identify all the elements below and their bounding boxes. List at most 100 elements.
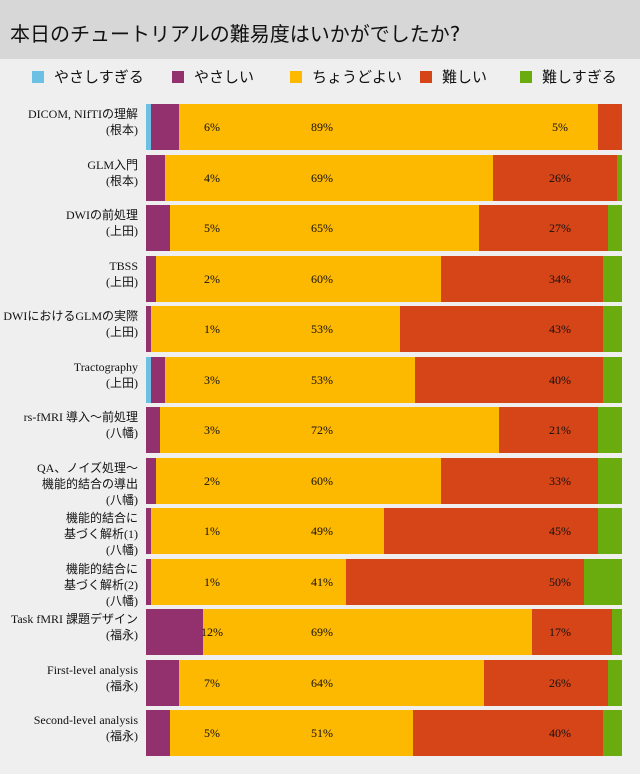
legend-item: やさしい [172,66,254,87]
data-label: 51% [311,726,333,740]
bar-segment [146,710,170,756]
bar-segment [146,659,180,706]
category-label-line: (八幡) [106,492,138,507]
bar-row: Second-level analysis (福永) 5% 51% 40% [0,710,640,756]
bar-segment [598,457,622,504]
bar-segment [602,255,622,302]
data-label: 27% [549,221,571,235]
legend-label: 難しすぎる [542,68,617,86]
category-label-line: 機能的結合の導出 [41,476,138,491]
bar-segment [169,710,413,756]
data-label: 1% [204,322,220,336]
data-label: 1% [204,574,220,589]
bar-segment [150,356,165,403]
bar-segment [146,457,156,504]
bar-segment [400,306,604,352]
bar-segment [441,457,599,504]
bar-segment [412,710,603,756]
legend-swatch [32,70,44,83]
bar-segment [345,558,584,605]
data-label: 1% [204,524,220,538]
data-label: 26% [549,675,571,690]
bar-row: GLM入門 (根本) 4% 69% 26% [0,154,640,201]
category-label-line: (八幡) [106,426,138,440]
legend-label: やさしすぎる [54,68,144,86]
category-label-line: (八幡) [106,593,138,608]
category-label-line: DWIにおけるGLMの実際 [3,309,138,323]
bar-segment [607,659,622,706]
bar-segment [441,255,603,302]
legend: やさしすぎる やさしい ちょうどよい 難しい 難しすぎる [0,66,640,92]
bar-row: DICOM, NIfTIの理解 (根本) 6% 89% 5% [0,104,640,150]
stacked-bar: 1% 53% 43% [146,306,622,352]
category-label-line: (福永) [106,729,138,743]
bar-segment [150,508,384,554]
bar-segment [155,255,442,302]
stacked-bar: 1% 41% 50% [146,558,622,605]
category-label-line: (根本) [106,173,138,188]
data-label: 4% [204,170,220,185]
category-label-line: First-level analysis [47,662,138,677]
data-label: 43% [549,322,571,336]
bar-segment [603,306,622,352]
bar-segment [483,659,608,706]
category-label: rs-fMRI 導入～前処理 (八幡) [24,409,138,441]
legend-item: ちょうどよい [290,66,402,87]
category-label-line: 基づく解析(1) [64,527,138,541]
category-label-line: (福永) [106,628,138,642]
bar-row: First-level analysis (福永) 7% 64% 26% [0,659,640,706]
legend-item: やさしすぎる [32,66,144,87]
bar-segment [583,558,622,605]
bar-segment [165,154,494,201]
bar-row: DWIの前処理 (上田) 5% 65% 27% [0,205,640,251]
bar-segment [146,154,166,201]
data-label: 45% [549,524,571,538]
bar-segment [146,609,204,655]
data-label: 3% [204,423,220,437]
category-label-line: DWIの前処理 [66,208,138,222]
category-label: DWIの前処理 (上田) [66,207,138,239]
category-label-line: Second-level analysis [33,713,138,727]
data-label: 2% [204,473,220,488]
data-label: 72% [311,423,333,437]
category-label-line: GLM入門 [87,157,138,172]
legend-label: 難しい [442,68,488,86]
data-label: 5% [204,726,220,740]
legend-label: やさしい [194,68,255,86]
data-label: 65% [311,221,333,235]
category-label-line: (上田) [106,325,138,339]
stacked-bar: 1% 49% 45% [146,508,622,554]
chart-title: 本日のチュートリアルの難易度はいかがでしたか? [10,22,461,46]
category-label-line: 機能的結合に [65,561,138,576]
data-label: 41% [311,574,333,589]
data-label: 17% [549,625,571,639]
bar-segment [598,407,622,453]
category-label: DICOM, NIfTIの理解 (根本) [28,106,138,138]
data-label: 69% [311,625,333,639]
legend-item: 難しい [420,66,487,87]
data-label: 53% [311,322,333,336]
bar-segment [179,659,484,706]
data-label: 3% [204,372,220,387]
data-label: 60% [311,271,333,286]
bar-segment [414,356,604,403]
data-label: 40% [549,726,571,740]
bar-segment [146,205,170,251]
bar-segment [479,205,608,251]
bar-segment [384,508,599,554]
category-label-line: 機能的結合に [65,511,138,525]
category-label: TBSS (上田) [106,258,138,290]
bar-row: TBSS (上田) 2% 60% 34% [0,255,640,302]
data-label: 33% [549,473,571,488]
data-label: 6% [204,120,220,134]
bar-segment [493,154,618,201]
data-label: 50% [549,574,571,589]
category-label: First-level analysis (福永) [47,662,138,694]
bar-row: Task fMRI 課題デザイン (福永) 12% 69% 17% [0,609,640,655]
data-label: 26% [549,170,571,185]
bar-segment [598,508,622,554]
data-label: 7% [204,675,220,690]
legend-swatch [520,70,532,83]
data-label: 53% [311,372,333,387]
category-label: QA、ノイズ処理～ 機能的結合の導出 (八幡) [37,460,138,508]
